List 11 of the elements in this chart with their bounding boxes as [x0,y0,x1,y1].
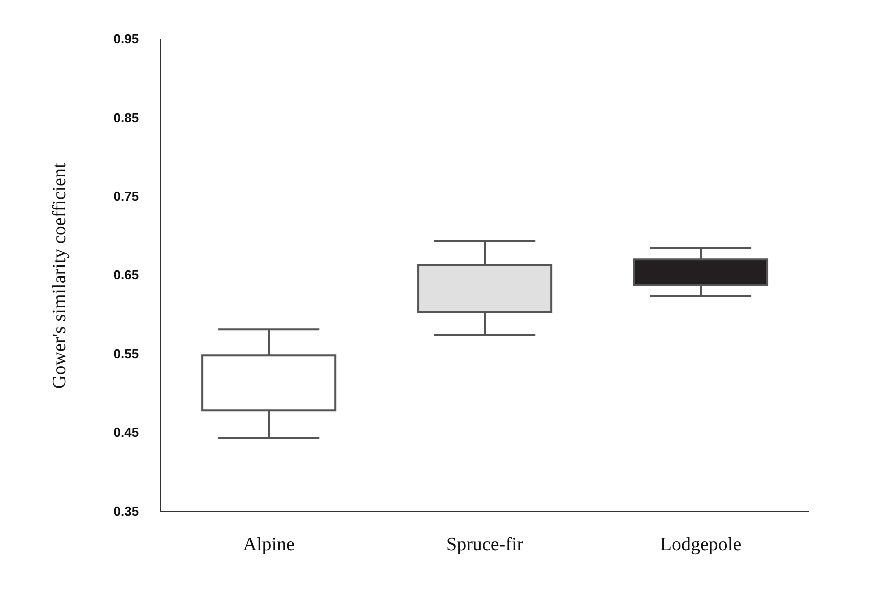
y-tick-label: 0.75 [114,188,140,204]
y-axis-title: Gower's similarity coefficient [49,162,70,389]
y-tick-label: 0.95 [114,32,140,47]
y-tick-label: 0.45 [114,425,140,440]
y-tick-label: 0.65 [114,268,140,283]
y-tick-label: 0.35 [114,504,140,519]
x-tick-label: Spruce-fir [446,534,524,556]
y-tick-label: 0.55 [114,346,140,362]
x-tick-label: Alpine [243,534,295,556]
y-tick-label: 0.85 [114,110,140,126]
x-tick-label: Lodgepole [660,534,742,556]
